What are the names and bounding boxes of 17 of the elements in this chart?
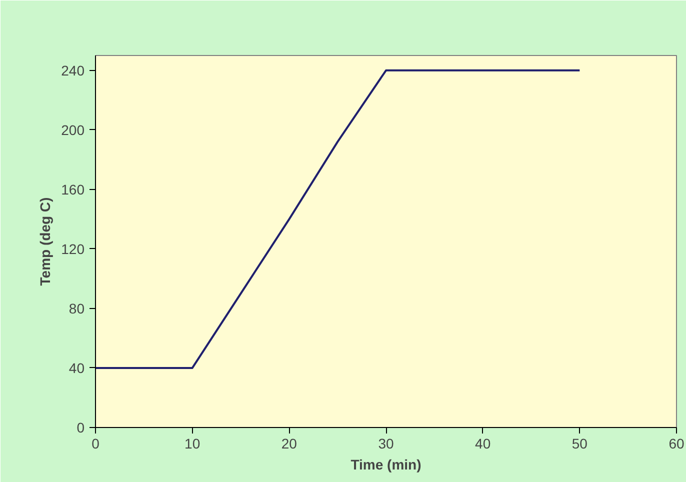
y-tick-label: 240: [61, 62, 85, 78]
y-tick-label: 120: [61, 240, 85, 257]
y-tick-label: 0: [76, 420, 85, 436]
y-tick-label: 40: [68, 360, 85, 376]
x-tick-label: 10: [184, 436, 200, 452]
x-tick-label: 50: [572, 436, 588, 452]
x-tick-label: 30: [378, 436, 394, 452]
line-series: [96, 69, 581, 369]
x-tick-label: 20: [281, 436, 298, 452]
x-tick-label: 40: [475, 436, 491, 452]
x-tick-label: 60: [668, 436, 684, 452]
x-axis-title: Time (min): [350, 456, 422, 472]
x-tick-label: 0: [92, 436, 100, 452]
y-tick-label: 160: [61, 181, 85, 198]
y-axis-title: Temp (deg C): [37, 197, 54, 286]
y-tick-label: 80: [68, 300, 85, 316]
y-tick-label: 200: [61, 122, 85, 138]
